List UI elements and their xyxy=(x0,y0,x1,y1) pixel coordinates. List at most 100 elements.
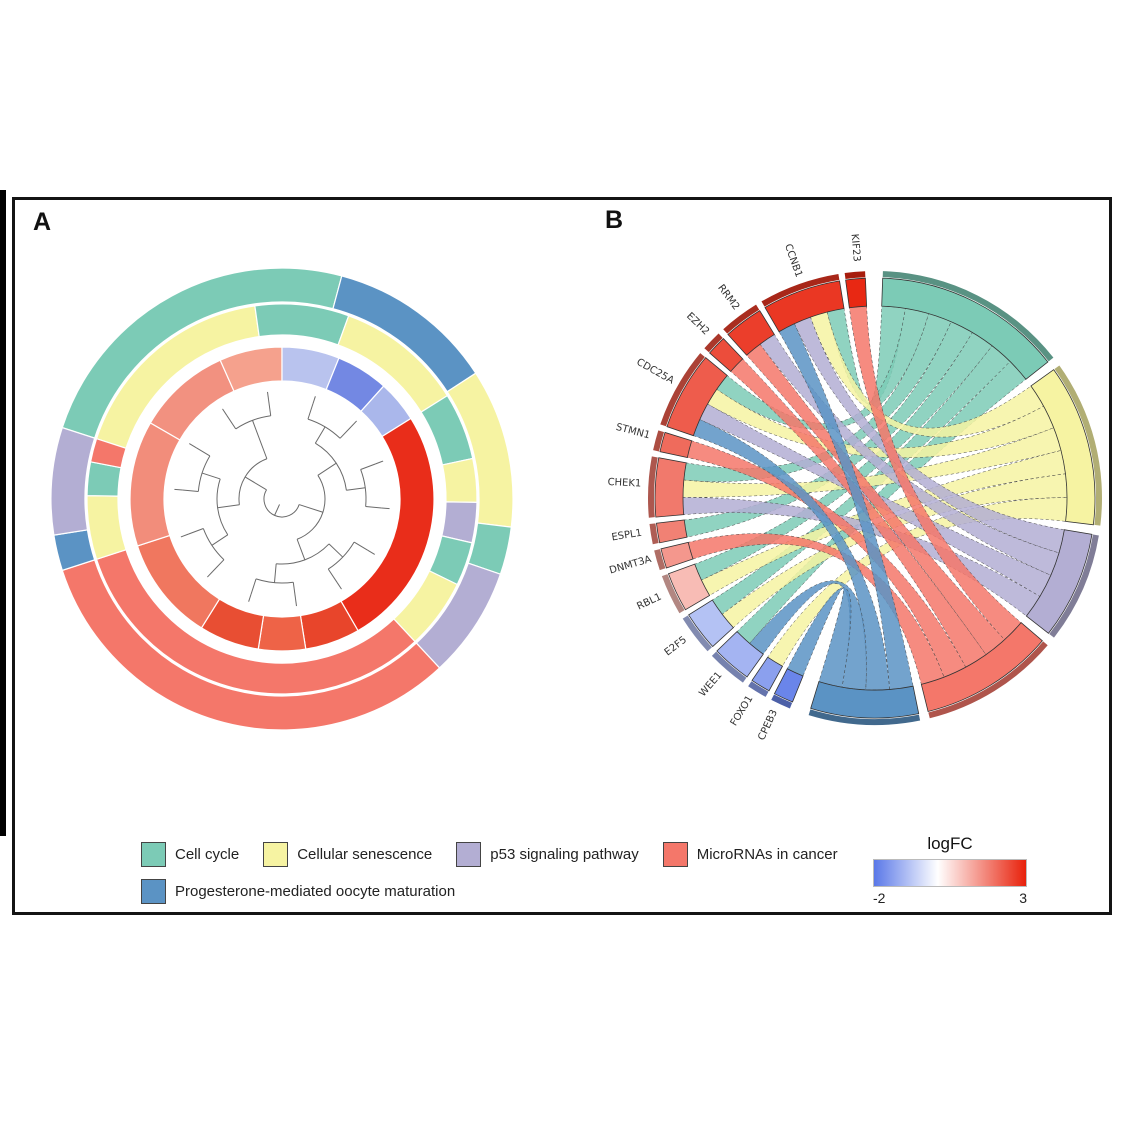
legend-item-mirna: MicroRNAs in cancer xyxy=(662,842,838,867)
gene-label-CHEK1: CHEK1 xyxy=(607,477,641,490)
logfc-gradient xyxy=(873,859,1027,887)
gene-arc-RBL1 xyxy=(667,563,711,611)
gene-label-ESPL1: ESPL1 xyxy=(611,528,643,544)
gene-arc-CCNB1 xyxy=(764,280,845,333)
chord-CCNB1-progesterone xyxy=(778,323,914,690)
pathway-arcs xyxy=(808,271,1102,725)
logfc-max-label: 3 xyxy=(1019,890,1027,906)
gene-arc-KIF23 xyxy=(845,277,868,309)
logfc-colorbar: logFC -2 3 xyxy=(873,834,1027,906)
panel-a-label: A xyxy=(33,208,52,236)
pathway-arc-p53 xyxy=(1025,529,1093,634)
chord-EZH2-mirna xyxy=(730,358,987,668)
gene-rim-CCNB1 xyxy=(761,273,840,307)
gene-rim-CPEB3 xyxy=(771,694,793,709)
figure-frame: A B KIF23 CCNB1 RRM2 EZH2 CDC25A STMN1 CHEK1 ES… xyxy=(12,197,1112,915)
chord-CCNB1-senescence xyxy=(810,311,1044,438)
gene-rim-E2F5 xyxy=(682,615,712,652)
legend-row-1: Cell cycle Cellular senescence p53 signali… xyxy=(141,842,838,867)
gene-arc-FOXO1 xyxy=(751,656,784,692)
pathway-legend: Cell cycle Cellular senescence p53 signali… xyxy=(141,842,838,904)
chord-CCNB1-p53 xyxy=(794,316,1065,554)
gene-arc-STMN1 xyxy=(659,431,693,459)
gene-label-CPEB3: CPEB3 xyxy=(756,708,780,742)
pathway-ring-outer xyxy=(50,267,514,731)
legend-label-cellcycle: Cell cycle xyxy=(175,846,240,863)
chord-RRM2-mirna xyxy=(746,343,1005,656)
pathway-arc-mirna xyxy=(920,622,1043,712)
gene-arc-RRM2 xyxy=(727,310,775,356)
pathway-arc-senescence xyxy=(1030,369,1096,526)
gene-arc-ESPL1 xyxy=(656,519,688,544)
legend-item-cellcycle: Cell cycle xyxy=(141,842,239,867)
chord-CHEK1-senescence xyxy=(682,427,1062,498)
gene-label-WEE1: WEE1 xyxy=(697,670,724,699)
gene-rim-RBL1 xyxy=(661,574,685,614)
dendrogram xyxy=(174,391,390,607)
pathway-rim-p53 xyxy=(1049,534,1099,638)
legend-row-2: Progesterone-mediated oocyte maturation xyxy=(141,879,838,904)
logfc-ring xyxy=(129,346,435,652)
gene-rim-CDC25A xyxy=(660,353,705,427)
legend-label-progesterone: Progesterone-mediated oocyte maturation xyxy=(175,883,456,900)
pathway-ring-inner-segment xyxy=(86,494,127,561)
pathway-ring-inner-segment xyxy=(254,303,350,346)
pathway-rim-mirna xyxy=(928,641,1048,719)
chord-ribbons xyxy=(682,305,1068,691)
left-edge-bar xyxy=(0,190,6,836)
chord-WEE1-progesterone xyxy=(749,580,867,691)
legend-swatch-mirna xyxy=(662,842,688,867)
pathway-arc-cellcycle xyxy=(881,277,1049,380)
gene-label-FOXO1: FOXO1 xyxy=(729,694,756,728)
pathway-ring-outer-segment xyxy=(50,426,96,536)
legend-item-p53: p53 signaling pathway xyxy=(456,842,639,867)
gene-arc-CHEK1 xyxy=(654,457,687,518)
legend-label-senescence: Cellular senescence xyxy=(297,846,433,863)
logfc-ring-segment xyxy=(129,422,181,547)
gene-arc-EZH2 xyxy=(709,338,744,372)
pathway-arc-progesterone xyxy=(810,681,920,719)
gene-rim-STMN1 xyxy=(653,430,665,452)
legend-label-mirna: MicroRNAs in cancer xyxy=(696,846,838,863)
gene-label-EZH2: EZH2 xyxy=(684,311,711,338)
gene-arc-WEE1 xyxy=(716,630,764,678)
panel-a-gocluster-chart xyxy=(50,267,514,731)
legend-swatch-cellcycle xyxy=(141,842,166,867)
gene-arc-E2F5 xyxy=(688,599,734,648)
logfc-min-label: -2 xyxy=(873,890,886,906)
gene-arc-CPEB3 xyxy=(773,668,804,703)
gene-rim-CHEK1 xyxy=(648,456,658,518)
gene-label-DNMT3A: DNMT3A xyxy=(608,554,653,576)
gene-arc-DNMT3A xyxy=(660,541,694,569)
gene-rim-RRM2 xyxy=(723,304,760,334)
pathway-rim-senescence xyxy=(1054,365,1102,526)
legend-item-senescence: Cellular senescence xyxy=(263,842,432,867)
logfc-axis: -2 3 xyxy=(873,890,1027,906)
gene-label-STMN1: STMN1 xyxy=(615,422,652,442)
logfc-title: logFC xyxy=(927,834,973,853)
gene-label-CCNB1: CCNB1 xyxy=(782,243,804,279)
chord-RRM2-p53 xyxy=(759,334,1060,576)
legend-label-p53: p53 signaling pathway xyxy=(490,846,639,863)
gene-label-RBL1: RBL1 xyxy=(635,591,663,612)
gene-label-E2F5: E2F5 xyxy=(663,635,689,659)
logfc-ring-segment xyxy=(257,614,307,652)
gene-rim-KIF23 xyxy=(844,271,866,279)
gene-label-RRM2: RRM2 xyxy=(715,283,741,313)
gene-arc-CDC25A xyxy=(666,357,728,437)
gene-arcs xyxy=(648,271,868,709)
gene-rim-WEE1 xyxy=(711,651,747,683)
gene-label-KIF23: KIF23 xyxy=(849,233,862,262)
legend-swatch-senescence xyxy=(263,842,289,867)
chord-FOXO1-senescence xyxy=(767,497,1068,667)
pathway-rim-progesterone xyxy=(808,709,921,725)
pathway-ring-inner-segment xyxy=(441,457,478,504)
gene-rim-ESPL1 xyxy=(649,523,659,545)
pathway-ring-inner xyxy=(86,303,478,695)
legend-item-progesterone: Progesterone-mediated oocyte maturation xyxy=(141,879,455,904)
gene-rim-EZH2 xyxy=(704,333,723,353)
legend-swatch-p53 xyxy=(456,842,482,867)
panel-b-label: B xyxy=(605,206,624,234)
